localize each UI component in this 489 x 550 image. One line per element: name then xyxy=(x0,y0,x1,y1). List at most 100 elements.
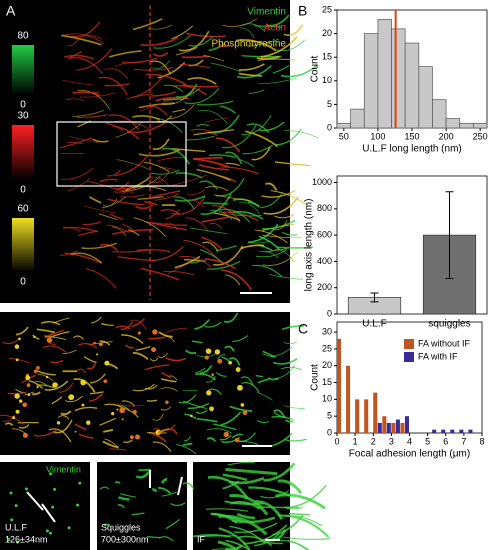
fiber xyxy=(182,84,219,88)
fiber xyxy=(99,417,116,426)
fiber xyxy=(274,213,295,219)
speck xyxy=(67,526,71,530)
fiber xyxy=(72,335,84,340)
fiber xyxy=(285,419,294,423)
fiber xyxy=(261,234,303,238)
fiber xyxy=(163,270,195,276)
x-tick-label: 1 xyxy=(353,436,358,446)
fiber xyxy=(191,340,203,344)
fiber xyxy=(187,77,217,85)
fiber xyxy=(158,331,173,338)
fiber xyxy=(151,246,184,261)
speck xyxy=(96,353,99,356)
speck xyxy=(22,402,28,408)
fiber xyxy=(133,66,174,71)
fiber xyxy=(229,476,265,485)
fiber xyxy=(187,189,206,196)
fiber xyxy=(284,438,307,442)
fiber xyxy=(240,376,254,386)
fiber xyxy=(176,444,197,455)
fiber xyxy=(171,147,206,153)
fiber xyxy=(255,374,264,378)
fiber xyxy=(237,535,273,547)
speck xyxy=(237,384,243,391)
fiber xyxy=(117,504,125,509)
arrow xyxy=(177,476,183,496)
fiber xyxy=(121,57,158,64)
inset-label: IF xyxy=(197,534,206,544)
fiber xyxy=(172,108,186,113)
fiber xyxy=(225,468,278,476)
bar xyxy=(432,429,437,433)
fiber xyxy=(104,68,129,80)
fiber xyxy=(151,487,158,493)
y-axis-label: Count xyxy=(310,364,321,391)
fiber xyxy=(176,83,198,98)
fiber xyxy=(277,514,330,538)
fiber xyxy=(132,351,149,360)
speck xyxy=(119,407,125,414)
fiber xyxy=(213,423,237,431)
fiber xyxy=(89,373,106,384)
speck xyxy=(53,487,57,491)
fiber xyxy=(74,406,98,412)
micrograph-content xyxy=(0,14,331,550)
fiber xyxy=(260,191,284,209)
speck xyxy=(190,414,193,418)
fiber xyxy=(106,224,130,233)
panel-label: A xyxy=(6,3,16,19)
speck xyxy=(152,329,158,335)
x-tick-label: 0 xyxy=(334,436,339,446)
x-tick-label: 150 xyxy=(404,131,419,141)
fiber xyxy=(84,205,116,214)
speck xyxy=(27,393,31,397)
bar xyxy=(395,419,400,433)
fiber xyxy=(18,424,30,429)
fiber xyxy=(42,345,67,353)
fiber xyxy=(8,357,30,364)
fiber xyxy=(202,241,219,252)
fiber xyxy=(241,114,272,135)
fiber xyxy=(174,195,206,202)
colorbar-max: 60 xyxy=(17,204,29,215)
fiber xyxy=(64,252,103,265)
y-tick-label: 0 xyxy=(327,122,332,132)
y-axis-label: long axis length (nm) xyxy=(304,199,315,292)
fiber xyxy=(257,391,273,401)
fiber xyxy=(2,414,16,422)
fiber xyxy=(118,496,130,501)
fiber xyxy=(101,196,127,209)
fiber xyxy=(256,419,270,424)
bar xyxy=(473,122,488,129)
fiber xyxy=(131,318,145,328)
fiber xyxy=(188,59,204,67)
channel-label: Vimentin xyxy=(247,7,286,18)
fiber xyxy=(89,393,103,403)
x-tick-label: 7 xyxy=(461,436,466,446)
fiber xyxy=(132,18,163,31)
fiber xyxy=(255,249,287,258)
bar xyxy=(441,429,446,433)
fiber xyxy=(76,114,108,118)
fiber xyxy=(257,58,296,61)
speck xyxy=(33,369,38,374)
fiber xyxy=(34,381,48,387)
fiber xyxy=(260,36,298,58)
fiber xyxy=(99,486,110,490)
inset-label: U.L.F xyxy=(5,522,28,532)
fiber xyxy=(205,508,249,512)
fiber xyxy=(273,409,286,418)
x-tick-label: 5 xyxy=(425,436,430,446)
fiber xyxy=(172,85,207,96)
fiber xyxy=(44,336,67,341)
speck xyxy=(86,420,91,425)
fiber xyxy=(65,98,85,102)
fiber xyxy=(275,128,302,146)
speck xyxy=(33,335,36,339)
fiber xyxy=(129,319,147,330)
fiber xyxy=(122,223,136,233)
fiber xyxy=(150,60,172,75)
fiber xyxy=(165,335,175,343)
fiber xyxy=(140,267,180,281)
fiber xyxy=(199,364,213,375)
